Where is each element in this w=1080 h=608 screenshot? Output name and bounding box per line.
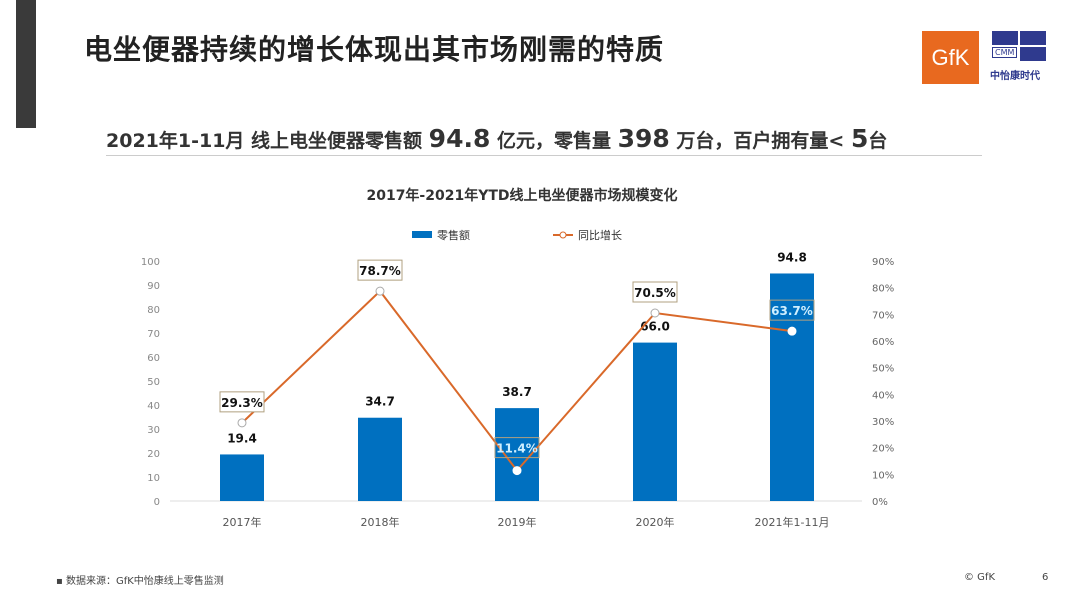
line-label-box: [219, 391, 265, 413]
y-right-tick: 20%: [872, 444, 894, 455]
x-tick: 2017年: [223, 515, 262, 529]
line-point: [375, 286, 385, 296]
x-tick: 2018年: [361, 515, 400, 529]
line-label: 63.7%: [771, 304, 813, 318]
bar: [358, 417, 402, 501]
gfk-logo: GfK: [922, 31, 979, 84]
bar: [770, 273, 814, 501]
bar: [633, 342, 677, 501]
line-label: 29.3%: [221, 396, 263, 410]
y-left-tick: 100: [141, 257, 160, 268]
y-left-tick: 0: [154, 497, 160, 508]
line-point: [237, 418, 247, 428]
y-right-tick: 0%: [872, 497, 888, 508]
legend-line-marker: [559, 231, 567, 239]
y-left-tick: 80: [147, 305, 160, 316]
x-tick: 2019年: [498, 515, 537, 529]
legend-line-label: 同比增长: [578, 228, 622, 242]
line-label-box: [769, 299, 815, 321]
line-label: 78.7%: [359, 264, 401, 278]
y-right-tick: 30%: [872, 417, 894, 428]
source-note: ▪ 数据来源：GfK中怡康线上零售监测: [56, 576, 224, 587]
y-right-tick: 90%: [872, 257, 894, 268]
y-right-tick: 80%: [872, 284, 894, 295]
legend-bar-label: 零售额: [437, 228, 470, 242]
y-left-tick: 10: [147, 473, 160, 484]
copyright: © GfK: [964, 572, 996, 583]
line-point: [787, 326, 797, 336]
chart-title: 2017年-2021年YTD线上电坐便器市场规模变化: [366, 187, 677, 204]
y-left-tick: 60: [147, 353, 160, 364]
summary-text: 2021年1-11月 线上电坐便器零售额 94.8 亿元，零售量 398 万台，…: [106, 124, 888, 153]
bar-label: 19.4: [227, 431, 257, 445]
bar: [220, 454, 264, 501]
y-left-tick: 30: [147, 425, 160, 436]
bar-label: 34.7: [365, 395, 395, 409]
y-right-tick: 10%: [872, 470, 894, 481]
y-left-tick: 70: [147, 329, 160, 340]
line-label-box: [632, 281, 678, 303]
x-tick: 2020年: [636, 515, 675, 529]
cmm-logo: CMM 中怡康时代: [990, 31, 1048, 86]
y-right-tick: 40%: [872, 390, 894, 401]
bar-label: 66.0: [640, 320, 670, 334]
y-right-tick: 50%: [872, 364, 894, 375]
page-title: 电坐便器持续的增长体现出其市场刚需的特质: [84, 33, 665, 66]
accent-bar: [16, 0, 36, 128]
bar-label: 94.8: [777, 250, 807, 264]
line-label-box: [357, 259, 403, 281]
line-point: [650, 308, 660, 318]
line-label-box: [494, 437, 540, 459]
x-tick: 2021年1-11月: [755, 515, 830, 529]
y-left-tick: 50: [147, 377, 160, 388]
legend-bar-swatch: [412, 231, 432, 238]
bar-label: 38.7: [502, 385, 532, 399]
y-left-tick: 40: [147, 401, 160, 412]
y-right-tick: 70%: [872, 310, 894, 321]
line-point: [512, 466, 522, 476]
y-right-tick: 60%: [872, 337, 894, 348]
page-number: 6: [1042, 572, 1049, 583]
y-left-tick: 20: [147, 449, 160, 460]
line-label: 70.5%: [634, 286, 676, 300]
line-label: 11.4%: [496, 442, 538, 456]
divider: [106, 155, 982, 156]
y-left-tick: 90: [147, 281, 160, 292]
